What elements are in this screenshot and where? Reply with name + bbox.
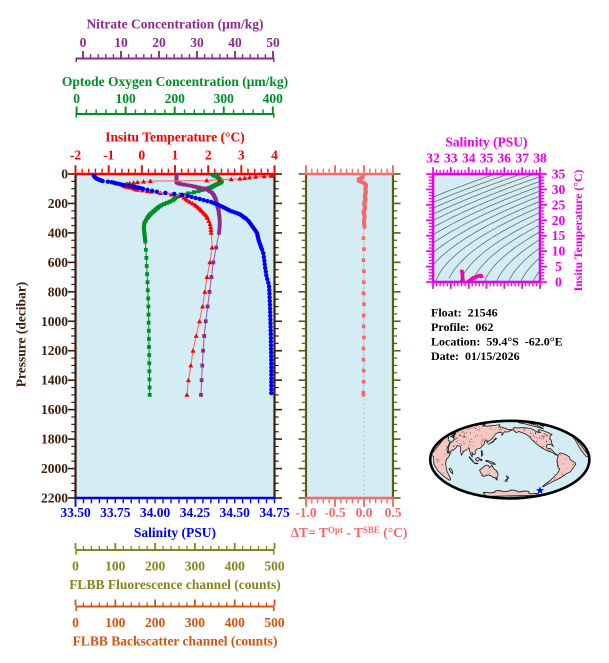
svg-text:Profile: 062: Profile: 062 bbox=[431, 320, 493, 334]
svg-text:4: 4 bbox=[271, 148, 278, 163]
svg-text:34.25: 34.25 bbox=[180, 505, 211, 520]
svg-text:0: 0 bbox=[72, 615, 79, 630]
svg-text:Pressure (decibar): Pressure (decibar) bbox=[14, 282, 29, 388]
svg-text:200: 200 bbox=[165, 91, 186, 106]
svg-text:36: 36 bbox=[498, 151, 512, 166]
svg-text:10: 10 bbox=[114, 35, 128, 50]
svg-text:0: 0 bbox=[72, 559, 79, 574]
svg-text:1200: 1200 bbox=[41, 343, 68, 358]
svg-text:Salinity (PSU): Salinity (PSU) bbox=[134, 525, 216, 540]
svg-text:-1.0: -1.0 bbox=[295, 505, 317, 520]
svg-text:0: 0 bbox=[61, 167, 68, 182]
svg-text:40: 40 bbox=[228, 35, 242, 50]
svg-text:Date: 01/15/2026: Date: 01/15/2026 bbox=[431, 349, 520, 363]
svg-text:34: 34 bbox=[462, 151, 476, 166]
svg-text:0.5: 0.5 bbox=[385, 505, 402, 520]
svg-text:1800: 1800 bbox=[41, 432, 68, 447]
svg-text:3: 3 bbox=[238, 148, 245, 163]
svg-text:0: 0 bbox=[80, 35, 87, 50]
svg-text:25: 25 bbox=[552, 197, 566, 212]
svg-text:Location: 59.4°S -62.0°E: Location: 59.4°S -62.0°E bbox=[431, 335, 563, 349]
svg-text:15: 15 bbox=[552, 228, 566, 243]
svg-text:50: 50 bbox=[266, 35, 280, 50]
svg-text:1400: 1400 bbox=[41, 373, 68, 388]
svg-text:1600: 1600 bbox=[41, 402, 68, 417]
svg-text:0: 0 bbox=[73, 91, 80, 106]
svg-text:30: 30 bbox=[190, 35, 204, 50]
svg-text:Nitrate Concentration (μm/kg): Nitrate Concentration (μm/kg) bbox=[86, 17, 263, 32]
svg-text:400: 400 bbox=[48, 225, 69, 240]
svg-text:10: 10 bbox=[552, 244, 566, 259]
svg-text:33.50: 33.50 bbox=[60, 505, 91, 520]
svg-text:35: 35 bbox=[480, 151, 494, 166]
svg-text:200: 200 bbox=[48, 196, 69, 211]
svg-text:100: 100 bbox=[105, 559, 126, 574]
svg-text:Insitu Temperature (°C): Insitu Temperature (°C) bbox=[105, 130, 244, 145]
svg-text:Salinity (PSU): Salinity (PSU) bbox=[445, 135, 527, 150]
svg-text:38: 38 bbox=[533, 151, 547, 166]
svg-text:0.0: 0.0 bbox=[356, 505, 373, 520]
svg-text:100: 100 bbox=[105, 615, 126, 630]
svg-text:400: 400 bbox=[225, 615, 246, 630]
svg-text:1: 1 bbox=[172, 148, 179, 163]
svg-text:34.75: 34.75 bbox=[259, 505, 290, 520]
svg-text:32: 32 bbox=[426, 151, 440, 166]
svg-text:Optode Oxygen Concentration (μ: Optode Oxygen Concentration (μm/kg) bbox=[62, 74, 288, 89]
svg-text:800: 800 bbox=[48, 284, 69, 299]
svg-text:20: 20 bbox=[152, 35, 166, 50]
svg-text:FLBB Fluorescence channel (cou: FLBB Fluorescence channel (counts) bbox=[69, 577, 281, 592]
svg-text:400: 400 bbox=[225, 559, 246, 574]
svg-text:34.50: 34.50 bbox=[220, 505, 251, 520]
svg-text:200: 200 bbox=[145, 615, 166, 630]
svg-text:-0.5: -0.5 bbox=[324, 505, 346, 520]
svg-text:0: 0 bbox=[138, 148, 145, 163]
svg-text:300: 300 bbox=[185, 559, 206, 574]
svg-text:500: 500 bbox=[264, 615, 285, 630]
svg-text:37: 37 bbox=[515, 151, 529, 166]
svg-text:200: 200 bbox=[145, 559, 166, 574]
svg-text:Float: 21546: Float: 21546 bbox=[431, 306, 498, 320]
svg-text:0: 0 bbox=[555, 275, 562, 290]
svg-text:600: 600 bbox=[48, 255, 69, 270]
svg-text:FLBB Backscatter channel (coun: FLBB Backscatter channel (counts) bbox=[73, 634, 278, 649]
svg-text:300: 300 bbox=[214, 91, 235, 106]
svg-text:20: 20 bbox=[552, 213, 566, 228]
svg-text:34.00: 34.00 bbox=[140, 505, 171, 520]
svg-text:33.75: 33.75 bbox=[100, 505, 131, 520]
svg-text:500: 500 bbox=[264, 559, 285, 574]
svg-text:5: 5 bbox=[555, 259, 562, 274]
svg-text:2200: 2200 bbox=[41, 491, 68, 506]
svg-text:ΔT= TOpt - TSBE (°C): ΔT= TOpt - TSBE (°C) bbox=[291, 525, 408, 540]
svg-text:400: 400 bbox=[263, 91, 284, 106]
svg-text:30: 30 bbox=[552, 182, 566, 197]
svg-text:Insitu Temperature (°C): Insitu Temperature (°C) bbox=[571, 170, 585, 292]
svg-text:300: 300 bbox=[185, 615, 206, 630]
svg-text:2: 2 bbox=[205, 148, 212, 163]
svg-text:33: 33 bbox=[444, 151, 458, 166]
svg-text:-2: -2 bbox=[70, 148, 81, 163]
svg-text:35: 35 bbox=[552, 167, 566, 182]
svg-text:2000: 2000 bbox=[41, 461, 68, 476]
svg-text:1000: 1000 bbox=[41, 314, 68, 329]
svg-text:100: 100 bbox=[115, 91, 136, 106]
svg-text:-1: -1 bbox=[103, 148, 114, 163]
